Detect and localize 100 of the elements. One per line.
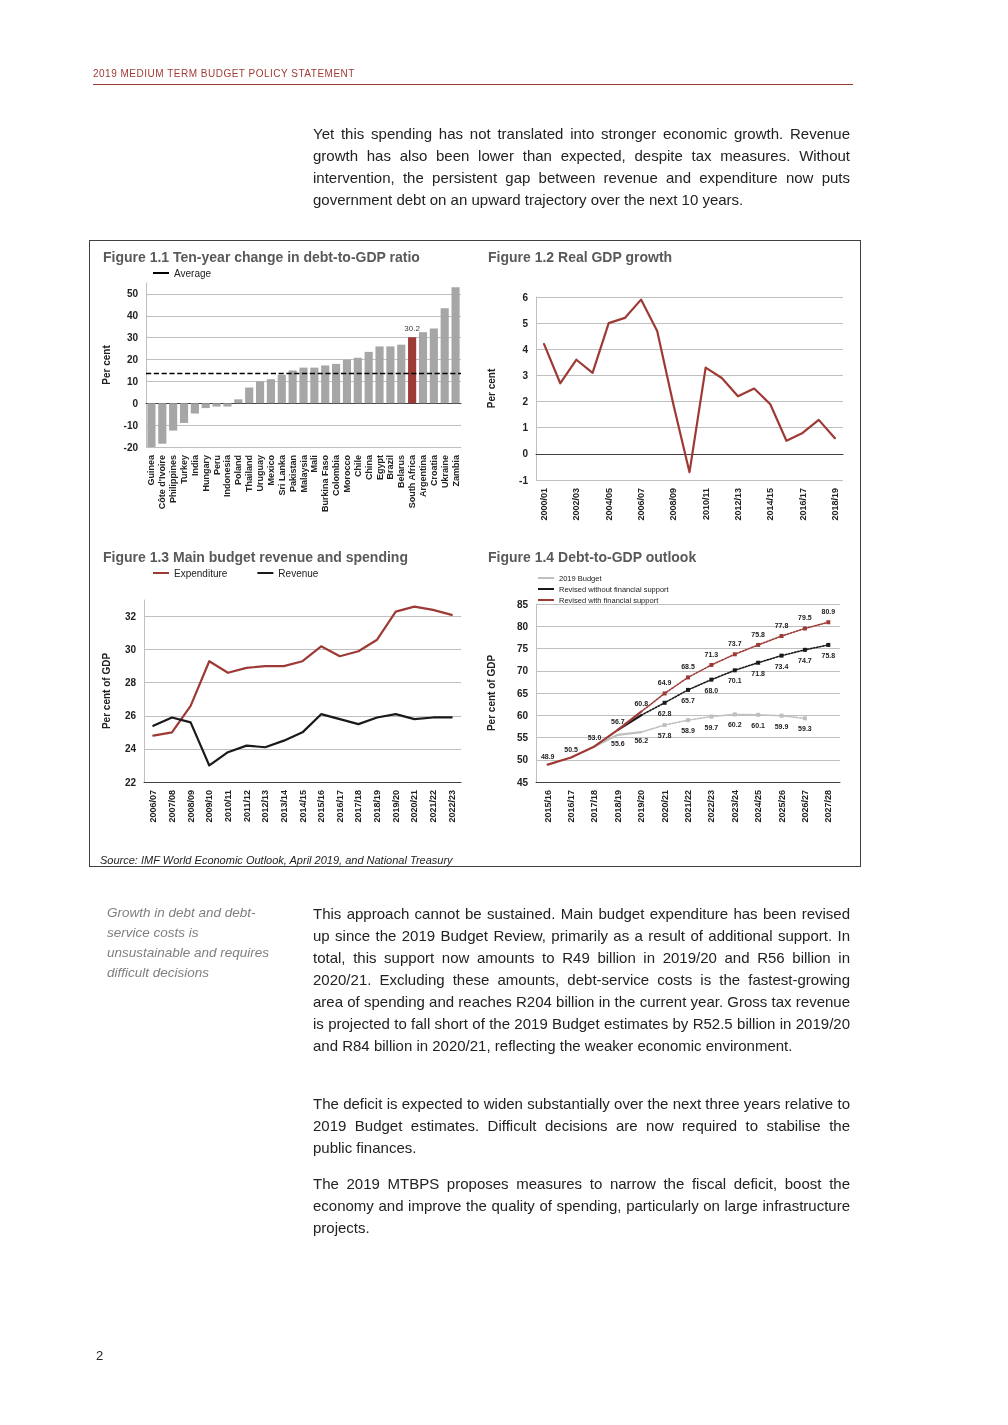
x-tick-label: 2019/20 <box>636 790 647 823</box>
y-tick-label: -1 <box>519 474 529 486</box>
point <box>686 675 690 680</box>
y-tick-label: 0 <box>522 448 529 460</box>
x-tick-label: Ukraine <box>439 455 450 489</box>
bar <box>158 403 167 444</box>
x-tick-label: 2010/11 <box>222 790 233 823</box>
y-tick-label: 75 <box>516 643 529 654</box>
point <box>709 714 714 719</box>
x-tick-label: 2007/08 <box>166 790 177 823</box>
x-tick-label: Côte d'Ivoire <box>157 455 168 510</box>
x-tick-label: 2024/25 <box>753 790 764 823</box>
x-tick-label: Belarus <box>396 455 407 489</box>
x-tick-label: Hungary <box>200 455 211 492</box>
y-axis-title: Per cent of GDP <box>100 652 112 730</box>
y-tick-label: 32 <box>124 611 137 623</box>
y-tick-label: 6 <box>522 291 529 303</box>
x-tick-label: Colombia <box>331 454 342 497</box>
x-tick-label: 2008/09 <box>185 790 196 823</box>
x-tick-label: 2021/22 <box>683 790 693 823</box>
x-tick-label: 2018/19 <box>829 488 840 521</box>
x-tick-label: Argentina <box>417 454 428 498</box>
x-tick-label: 2025/26 <box>776 790 787 823</box>
x-tick-label: Poland <box>233 455 244 486</box>
x-tick-label: 2022/23 <box>446 790 457 823</box>
x-tick-label: 2019/20 <box>390 790 401 823</box>
point <box>802 626 807 631</box>
x-tick-label: 2021/22 <box>428 790 439 823</box>
x-tick-label: 2017/18 <box>589 790 600 823</box>
point <box>662 700 667 705</box>
chart-title: Figure 1.2 Real GDP growth <box>488 249 673 265</box>
y-axis-title: Per cent <box>485 368 497 409</box>
x-tick-label: 2006/07 <box>148 790 159 823</box>
point <box>732 652 737 657</box>
bar <box>408 337 417 404</box>
x-tick-label: South Africa <box>407 454 418 509</box>
y-tick-label: 26 <box>124 710 137 722</box>
x-tick-label: Burkina Faso <box>320 454 331 513</box>
point <box>802 647 807 652</box>
x-tick-label: Morocco <box>341 454 352 493</box>
point <box>756 642 761 647</box>
data-label: 30.2 <box>404 323 421 333</box>
bar <box>169 403 178 431</box>
bar <box>332 363 341 404</box>
x-tick-label: 2013/14 <box>278 790 289 823</box>
x-tick-label: 2000/01 <box>539 488 550 521</box>
x-tick-label: 2009/10 <box>204 790 215 823</box>
bar <box>266 379 275 404</box>
chart-title: Figure 1.1 Ten-year change in debt-to-GDP ratio <box>103 249 420 265</box>
bar <box>223 403 232 407</box>
x-tick-label: Egypt <box>374 455 385 481</box>
text: The deficit is expected to widen substantially over the next three years relative to 2019 Budget estimates. Difficult decisions are now required to stabilise the public finances. <box>313 1094 850 1158</box>
x-tick-label: 2002/03 <box>571 488 582 521</box>
legend-label: Revenue <box>278 567 319 579</box>
x-tick-label: Brazil <box>385 455 396 480</box>
bar <box>212 403 221 407</box>
y-tick-label: 50 <box>516 754 529 766</box>
legend-label: Expenditure <box>174 567 228 579</box>
x-tick-label: 2008/09 <box>668 488 679 521</box>
bar <box>234 399 243 404</box>
bar <box>342 359 352 404</box>
text: Growth in debt and debt-service costs is unsustainable and requires difficult decisions <box>107 904 271 982</box>
point <box>662 691 667 696</box>
point <box>709 662 714 667</box>
bar <box>201 403 210 409</box>
text: Yet this spending has not translated into stronger economic growth. Revenue growth has also been lower than expected, despite tax measures. Without intervention, the persistent gap between revenue and expenditure now puts government debt on an upward trajectory over the next 10 years. <box>313 124 850 210</box>
bar <box>288 370 297 404</box>
x-tick-label: China <box>363 454 374 481</box>
chart-title: Figure 1.3 Main budget revenue and spending <box>103 549 408 565</box>
y-tick-label: 50 <box>126 288 139 300</box>
point <box>686 687 690 692</box>
x-tick-label: 2018/19 <box>372 790 383 823</box>
x-tick-label: Thailand <box>244 455 255 493</box>
y-tick-label: 65 <box>516 687 529 699</box>
x-tick-label: Zambia <box>450 454 461 487</box>
x-tick-label: 2027/28 <box>823 790 834 823</box>
x-tick-label: Mexico <box>265 454 276 486</box>
x-tick-label: India <box>189 454 200 477</box>
point <box>732 712 737 717</box>
point <box>779 713 784 718</box>
bar <box>375 346 384 404</box>
y-tick-label: 1 <box>522 422 529 434</box>
x-tick-label: Malaysia <box>298 454 309 493</box>
x-tick-label: 2004/05 <box>603 488 614 521</box>
point <box>756 712 761 717</box>
point <box>732 668 737 673</box>
y-axis-title: Per cent <box>100 344 112 385</box>
y-tick-label: 80 <box>516 620 529 632</box>
bar <box>429 328 438 404</box>
x-tick-label: 2026/27 <box>799 790 810 823</box>
text: 2 <box>96 1348 104 1363</box>
x-tick-label: Chile <box>352 455 363 478</box>
x-tick-label: 2018/19 <box>612 790 623 823</box>
text: 2019 MEDIUM TERM BUDGET POLICY STATEMENT <box>93 68 853 85</box>
y-tick-label: 20 <box>126 354 139 366</box>
x-tick-label: 2015/16 <box>316 790 327 823</box>
y-tick-label: 0 <box>132 397 139 409</box>
y-tick-label: -20 <box>123 441 139 453</box>
y-tick-label: 10 <box>126 375 139 387</box>
x-tick-label: Philippines <box>168 455 179 504</box>
